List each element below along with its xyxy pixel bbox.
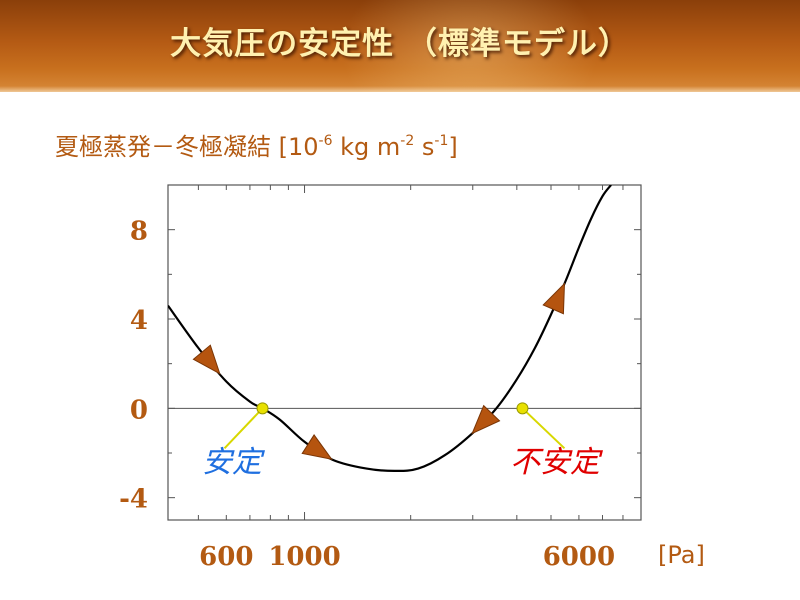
direction-arrow [471, 404, 501, 435]
series-line [168, 185, 612, 473]
plot-frame [167, 184, 642, 521]
equilibrium-point [256, 402, 269, 415]
chart-title-sup-1: -6 [319, 133, 333, 149]
chart-title-text: 夏極蒸発－冬極凝結 [10 [55, 133, 319, 161]
x-tick-label: 1000 [268, 542, 340, 572]
x-tick-label: 6000 [543, 542, 615, 572]
x-axis-label: [Pa] [658, 541, 705, 569]
direction-arrow [301, 434, 333, 461]
y-tick-label: 4 [130, 306, 148, 336]
slide-title: 大気圧の安定性 （標準モデル） [170, 26, 630, 62]
slide-header: 大気圧の安定性 （標準モデル） [0, 0, 800, 92]
annotation-leader [521, 407, 566, 450]
direction-arrow [542, 282, 566, 315]
y-tick-label: -4 [119, 485, 148, 515]
chart-title-sup-3: -1 [434, 133, 448, 149]
chart-title-mid-1: kg m [333, 133, 401, 161]
y-tick-label: 0 [130, 395, 148, 425]
equilibrium-point [516, 402, 529, 415]
stable-label: 安定 [202, 445, 265, 480]
y-tick-label: 8 [130, 217, 148, 247]
x-tick-label: 600 [199, 542, 253, 572]
unstable-label: 不安定 [510, 445, 603, 480]
stability-chart: 夏極蒸発－冬極凝結 [10-6 kg m-2 s-1] -4 0 4 8 600 1000… [55, 133, 705, 572]
chart-title: 夏極蒸発－冬極凝結 [10-6 kg m-2 s-1] [55, 133, 458, 161]
chart-title-end: ] [448, 133, 457, 161]
chart-title-sup-2: -2 [400, 133, 414, 149]
annotation-leader [223, 407, 264, 450]
chart-title-mid-2: s [414, 133, 434, 161]
direction-arrow [192, 344, 221, 375]
